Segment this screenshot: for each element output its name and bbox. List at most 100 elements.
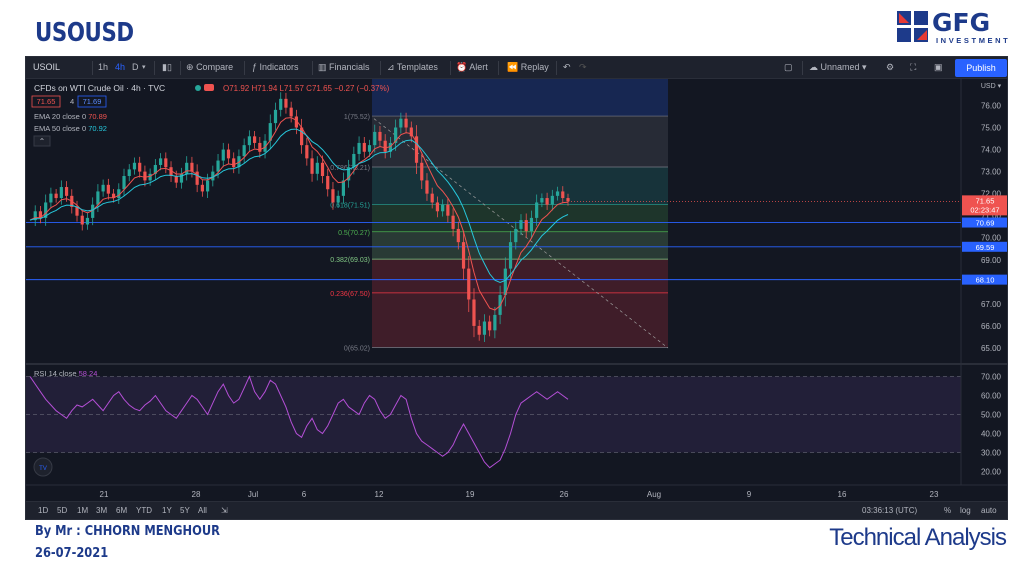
- candle-body: [315, 162, 319, 174]
- candle-body: [503, 268, 507, 296]
- candle-body: [101, 184, 105, 192]
- templates-button[interactable]: ⊿ Templates: [387, 62, 438, 72]
- alert-button[interactable]: ⏰ Alert: [456, 62, 488, 72]
- ema50-legend: EMA 50 close 0 70.92: [34, 124, 107, 133]
- time-tick-label: 12: [375, 490, 384, 499]
- candles-icon[interactable]: ▮▯: [162, 62, 172, 72]
- candle-body: [153, 164, 157, 174]
- financials-button[interactable]: ▥ Financials: [318, 62, 370, 72]
- interval-1h[interactable]: 1h: [98, 62, 109, 72]
- publish-button[interactable]: Publish: [955, 59, 1007, 77]
- goto-date-icon[interactable]: ⇲: [221, 506, 228, 515]
- chart-canvas[interactable]: 1(75.52)0.786(73.21)0.618(71.51)0.5(70.2…: [26, 79, 1008, 503]
- replay-button[interactable]: ⏪ Replay: [507, 62, 549, 72]
- redo-icon[interactable]: ↷: [579, 62, 587, 72]
- candle-body: [247, 136, 251, 146]
- range-all[interactable]: All: [198, 506, 207, 515]
- last-price-label: 71.65: [976, 196, 995, 205]
- auto-toggle[interactable]: auto: [981, 506, 997, 515]
- cloud-icon: ☁: [809, 62, 818, 72]
- candle-body: [378, 131, 382, 141]
- bid-price: 71.65: [37, 97, 56, 106]
- range-1m[interactable]: 1M: [77, 506, 89, 515]
- time-tick-label: 9: [747, 490, 752, 499]
- layout-icon[interactable]: ▢: [784, 62, 793, 72]
- candle-body: [451, 215, 455, 229]
- range-1d[interactable]: 1D: [38, 506, 49, 515]
- candle-body: [545, 198, 549, 205]
- interval-4h[interactable]: 4h: [115, 62, 126, 72]
- candle-body: [122, 176, 126, 190]
- candle-body: [305, 145, 309, 159]
- candle-body: [477, 325, 481, 335]
- candle-body: [331, 189, 335, 203]
- candle-body: [566, 198, 570, 202]
- candle-body: [75, 206, 79, 216]
- candle-body: [300, 127, 304, 146]
- candle-body: [169, 167, 173, 177]
- percent-toggle[interactable]: %: [944, 506, 952, 515]
- candle-body: [185, 162, 189, 174]
- fib-zone: [372, 259, 668, 293]
- bottom-bar: 1D 5D 1M 3M 6M YTD 1Y 5Y All ⇲ 03:36:13 …: [26, 501, 1007, 519]
- candle-body: [472, 299, 476, 326]
- range-5d[interactable]: 5D: [57, 506, 68, 515]
- logo-text: GFG: [932, 8, 991, 37]
- range-1y[interactable]: 1Y: [162, 506, 172, 515]
- compare-button[interactable]: ⊕ Compare: [186, 62, 234, 72]
- collapse-chevron-icon: ⌃: [39, 137, 46, 146]
- price-tick-label: 72.00: [981, 190, 1002, 199]
- fib-zone: [372, 79, 668, 117]
- bid-box: [31, 95, 61, 108]
- date-line: 26-07-2021: [35, 546, 109, 561]
- time-tick-label: 23: [930, 490, 939, 499]
- camera-icon[interactable]: ▣: [934, 62, 943, 72]
- fib-level-label: 0.618(71.51): [330, 202, 370, 209]
- plus-circle-icon: ⊕: [186, 62, 194, 72]
- candle-body: [138, 162, 142, 172]
- company-logo: GFG INVESTMENT: [896, 8, 1008, 46]
- indicators-button[interactable]: ƒ Indicators: [252, 62, 299, 72]
- range-ytd[interactable]: YTD: [136, 506, 152, 515]
- level-badge: [962, 274, 1007, 285]
- interval-d[interactable]: D: [132, 62, 139, 72]
- symbol-search[interactable]: USOIL: [33, 62, 61, 72]
- candle-body: [441, 204, 445, 212]
- candle-body: [320, 162, 325, 177]
- data-status-icon: [204, 84, 214, 91]
- candle-body: [420, 162, 424, 181]
- candle-body: [524, 220, 528, 232]
- candle-body: [347, 167, 351, 181]
- instrument-legend: CFDs on WTI Crude Oil · 4h · TVC: [34, 83, 165, 93]
- time-tick-label: Jul: [248, 490, 258, 499]
- ask-price: 71.69: [83, 97, 102, 106]
- candle-body: [352, 153, 356, 168]
- candle-body: [91, 204, 95, 218]
- log-toggle[interactable]: log: [960, 506, 971, 515]
- utc-clock[interactable]: 03:36:13 (UTC): [862, 506, 918, 515]
- range-6m[interactable]: 6M: [116, 506, 128, 515]
- range-3m[interactable]: 3M: [96, 506, 108, 515]
- ohlc-readout: O71.92 H71.94 L71.57 C71.65 −0.27 (−0.37…: [223, 84, 390, 93]
- rewind-icon: ⏪: [507, 62, 519, 72]
- tradingview-logo-text: TV: [39, 466, 47, 472]
- collapse-legend-icon: [33, 135, 51, 147]
- settings-gear-icon[interactable]: ⚙: [886, 62, 895, 72]
- range-5y[interactable]: 5Y: [180, 506, 190, 515]
- time-tick-label: 28: [192, 490, 201, 499]
- interval-chevron-icon[interactable]: ▾: [142, 64, 146, 71]
- ema50-line: [29, 128, 569, 284]
- candle-body: [284, 98, 288, 108]
- layout-name[interactable]: ☁ Unnamed ▾: [809, 62, 867, 72]
- fullscreen-icon[interactable]: ⛶: [910, 62, 917, 72]
- candle-body: [64, 187, 69, 196]
- candle-body: [430, 193, 434, 203]
- candle-body: [362, 142, 366, 152]
- candle-body: [310, 158, 314, 174]
- candle-body: [555, 191, 560, 196]
- undo-icon[interactable]: ↶: [563, 62, 571, 72]
- time-tick-label: 16: [838, 490, 847, 499]
- level-badge-label: 68.10: [976, 276, 995, 285]
- candle-body: [529, 217, 534, 232]
